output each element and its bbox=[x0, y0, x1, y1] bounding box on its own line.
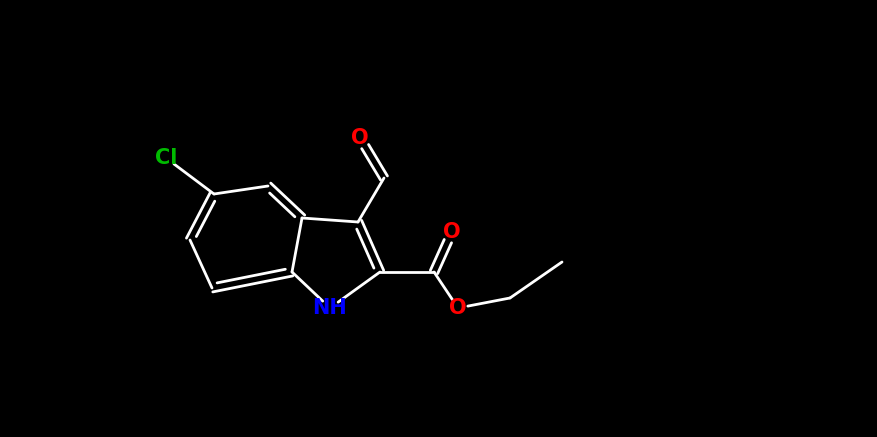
Text: O: O bbox=[351, 128, 369, 148]
Text: Cl: Cl bbox=[155, 148, 177, 168]
Text: O: O bbox=[443, 222, 460, 242]
Text: NH: NH bbox=[312, 298, 347, 318]
Text: O: O bbox=[449, 298, 467, 318]
